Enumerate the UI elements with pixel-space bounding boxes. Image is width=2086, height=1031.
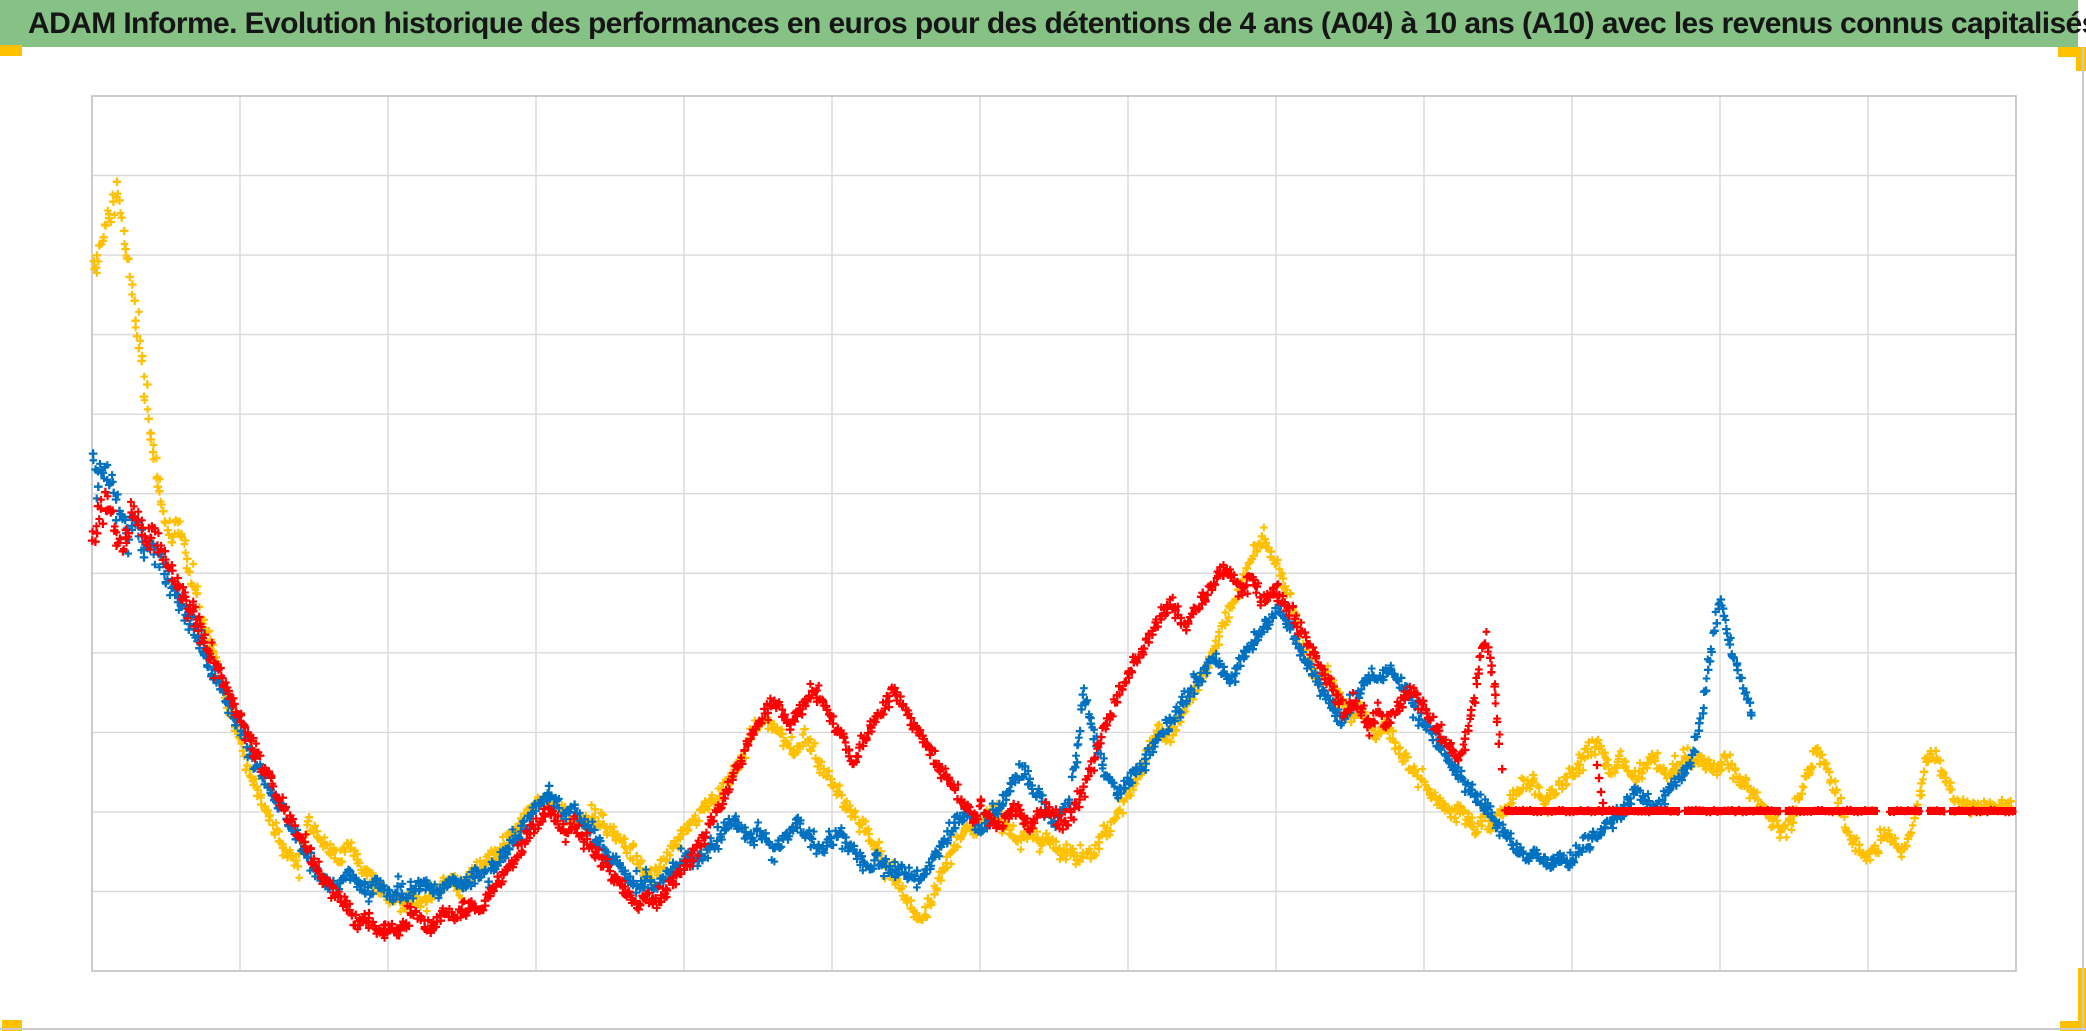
corner-marker-top-left (0, 45, 22, 56)
sheet-right-edge-line (2082, 47, 2084, 1031)
page-title: ADAM Informe. Evolution historique des p… (28, 6, 2086, 40)
chart-canvas[interactable] (0, 47, 2086, 1031)
corner-marker-top-right (2058, 47, 2086, 57)
corner-marker-top-right-arm (2076, 47, 2086, 71)
title-bar: ADAM Informe. Evolution historique des p… (0, 0, 2086, 47)
corner-marker-bottom-left (2, 1020, 22, 1031)
corner-marker-bottom-right (2060, 1021, 2086, 1031)
scatter-chart (88, 95, 2017, 972)
sheet-bottom-edge-line (0, 1028, 2086, 1030)
